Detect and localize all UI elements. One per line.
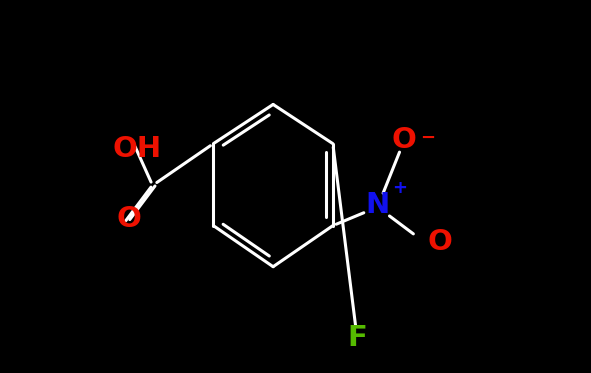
Text: +: + [392, 179, 407, 197]
Text: OH: OH [113, 135, 162, 163]
Text: N: N [365, 191, 389, 219]
Text: −: − [420, 129, 436, 147]
Text: O: O [116, 205, 141, 233]
Text: O: O [428, 228, 453, 257]
Text: F: F [347, 323, 367, 352]
Text: O: O [391, 126, 416, 154]
